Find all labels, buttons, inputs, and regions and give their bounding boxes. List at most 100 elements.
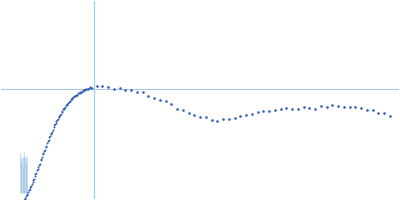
Point [71, 95, 77, 98]
Point [375, 111, 382, 114]
Point [80, 89, 86, 92]
Point [283, 106, 290, 110]
Point [226, 117, 232, 121]
Point [57, 113, 63, 116]
Point [191, 114, 198, 117]
Point [68, 97, 75, 101]
Point [81, 88, 87, 91]
Point [29, 180, 36, 183]
Point [22, 197, 28, 200]
Point [387, 114, 393, 117]
Point [42, 146, 49, 149]
Point [99, 84, 106, 88]
Point [21, 198, 27, 200]
Point [84, 87, 91, 90]
Point [232, 117, 238, 120]
Point [44, 139, 51, 142]
Point [111, 88, 117, 91]
Point [42, 148, 48, 151]
Point [243, 114, 249, 117]
Point [82, 88, 89, 91]
Point [208, 118, 215, 121]
Point [329, 104, 336, 107]
Point [76, 91, 83, 94]
Point [40, 152, 47, 155]
Point [346, 106, 353, 109]
Point [85, 87, 92, 90]
Point [86, 86, 93, 89]
Point [54, 118, 60, 122]
Point [174, 107, 180, 110]
Point [122, 89, 128, 92]
Point [295, 108, 301, 111]
Point [162, 100, 169, 103]
Point [79, 89, 86, 93]
Point [31, 177, 37, 180]
Point [59, 109, 66, 113]
Point [77, 91, 84, 94]
Point [157, 98, 163, 101]
Point [33, 171, 39, 174]
Point [78, 90, 84, 93]
Point [105, 85, 111, 88]
Point [197, 116, 203, 119]
Point [381, 111, 388, 114]
Point [151, 96, 157, 100]
Point [94, 85, 100, 88]
Point [266, 110, 272, 113]
Point [66, 100, 73, 103]
Point [324, 105, 330, 108]
Point [48, 131, 55, 134]
Point [358, 106, 364, 110]
Point [56, 116, 62, 119]
Point [37, 159, 44, 162]
Point [60, 107, 67, 111]
Point [237, 115, 244, 118]
Point [214, 119, 221, 122]
Point [72, 94, 78, 97]
Point [34, 167, 41, 170]
Point [278, 108, 284, 111]
Point [300, 105, 307, 109]
Point [40, 153, 46, 156]
Point [370, 109, 376, 112]
Point [60, 108, 66, 111]
Point [43, 144, 50, 147]
Point [58, 112, 64, 116]
Point [51, 124, 58, 127]
Point [35, 166, 42, 169]
Point [26, 189, 32, 192]
Point [76, 91, 82, 94]
Point [83, 88, 89, 91]
Point [58, 110, 65, 114]
Point [28, 184, 34, 188]
Point [45, 138, 52, 141]
Point [128, 88, 134, 91]
Point [74, 93, 81, 96]
Point [116, 87, 123, 90]
Point [44, 141, 50, 144]
Point [27, 186, 34, 189]
Point [82, 88, 88, 91]
Point [306, 107, 313, 110]
Point [88, 86, 94, 90]
Point [41, 149, 47, 152]
Point [145, 95, 152, 98]
Point [272, 108, 278, 112]
Point [38, 157, 44, 160]
Point [56, 114, 62, 118]
Point [30, 178, 36, 182]
Point [50, 128, 56, 132]
Point [62, 105, 68, 108]
Point [312, 107, 318, 110]
Point [50, 126, 57, 129]
Point [61, 107, 68, 110]
Point [186, 111, 192, 114]
Point [64, 103, 70, 106]
Point [73, 93, 79, 96]
Point [49, 130, 55, 133]
Point [66, 101, 72, 104]
Point [23, 194, 29, 197]
Point [86, 87, 92, 90]
Point [55, 117, 61, 120]
